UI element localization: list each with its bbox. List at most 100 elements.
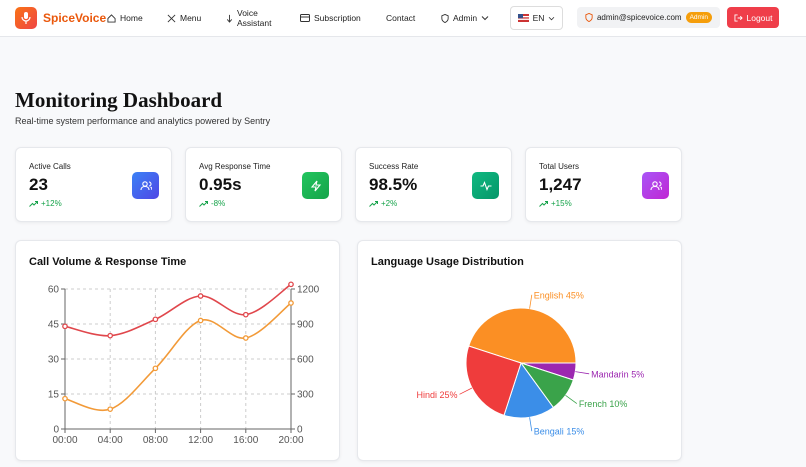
series-line <box>64 302 292 412</box>
x-tick-label: 20:00 <box>278 435 303 446</box>
data-point <box>242 335 249 341</box>
chart-title: Language Usage Distribution <box>371 256 524 268</box>
stat-value: 1,247 <box>539 175 582 194</box>
page-subtitle: Real-time system performance and analyti… <box>15 116 271 126</box>
series-line <box>64 283 292 337</box>
x-tick-label: 00:00 <box>52 435 77 446</box>
pie-slice <box>503 361 555 419</box>
nav-link-text: Admin <box>453 13 478 23</box>
icon <box>480 180 491 191</box>
language-text: EN <box>532 13 545 23</box>
pie-label-value: 10% <box>609 399 627 409</box>
pie-chart-card: Language Usage Distribution English 45% M… <box>357 240 682 461</box>
stat-value: 23 <box>29 175 48 194</box>
stat-change-text: +15% <box>551 199 572 208</box>
nav-link[interactable]: Subscription <box>300 13 361 23</box>
leader-line <box>565 395 578 404</box>
data-point <box>62 395 68 402</box>
data-point <box>288 300 294 306</box>
y2-tick-label: 0 <box>297 425 303 436</box>
data-point <box>62 323 68 330</box>
pie-label-category: English <box>534 290 564 300</box>
stat-change: -8% <box>199 199 225 208</box>
leader-line <box>529 294 533 309</box>
data-point <box>242 311 249 318</box>
stat-label: Success Rate <box>369 162 419 171</box>
pie-label-value: 25% <box>440 390 458 400</box>
y-tick-label: 45 <box>48 320 60 331</box>
pie-label: Mandarin 5% <box>591 369 644 379</box>
data-point <box>107 332 114 339</box>
data-point <box>288 281 294 288</box>
y-tick-label: 30 <box>48 355 60 366</box>
trend-icon <box>369 200 378 207</box>
chart-title: Call Volume & Response Time <box>29 256 187 268</box>
stat-label: Total Users <box>539 162 580 171</box>
nav-link-text: Contact <box>386 13 416 23</box>
axis <box>64 289 292 430</box>
stat-icon <box>642 172 669 199</box>
y-tick-label: 60 <box>48 285 60 296</box>
pie-label-category: Bengali <box>534 427 564 437</box>
stat-label: Active Calls <box>29 162 71 171</box>
nav-link[interactable]: Contact <box>386 13 415 23</box>
pie-chart: English 45% Mandarin 5% French 10% Bengali … <box>416 290 644 437</box>
stat-change: +12% <box>29 199 62 208</box>
nav-link-text: Subscription <box>314 13 361 23</box>
y2-tick-label: 1200 <box>297 285 320 296</box>
icon <box>139 180 152 190</box>
x-tick-label: 16:00 <box>233 435 258 446</box>
trend-icon <box>29 200 38 207</box>
stat-change: +2% <box>369 199 397 208</box>
user-email: admin@spicevoice.com <box>596 13 682 22</box>
data-point <box>197 293 204 299</box>
nav-link[interactable]: Home <box>107 13 143 23</box>
icon <box>649 180 662 190</box>
stat-change: +15% <box>539 199 572 208</box>
pie-slice <box>468 307 577 364</box>
pie-label-value: 45% <box>566 290 584 300</box>
pie-label-category: French <box>579 399 607 409</box>
page-title: Monitoring Dashboard <box>15 88 223 112</box>
stat-card: Avg Response Time 0.95s -8% <box>185 147 342 222</box>
navbar: SpiceVoice Home Menu Voice Assistant Sub… <box>0 0 806 37</box>
user-info: admin@spicevoice.com Admin <box>577 7 720 28</box>
logo-icon[interactable] <box>15 7 37 29</box>
icon <box>310 180 321 191</box>
x-tick-label: 08:00 <box>143 435 168 446</box>
stat-icon <box>302 172 329 199</box>
data-point <box>152 365 159 372</box>
nav-link[interactable]: Menu <box>167 13 201 23</box>
stat-icon <box>132 172 159 199</box>
stat-change-text: -8% <box>211 199 226 208</box>
pie-label-value: 5% <box>631 369 644 379</box>
pie-label: English 45% <box>534 290 584 300</box>
mic-icon <box>21 12 31 24</box>
nav-dropdown[interactable]: Admin <box>441 13 489 23</box>
nav-link[interactable]: Voice Assistant <box>226 8 277 28</box>
logout-button[interactable]: Logout <box>727 7 779 28</box>
pie-slice <box>465 345 522 416</box>
trend-icon <box>199 200 208 207</box>
stat-icon <box>472 172 499 199</box>
stat-card: Active Calls 23 +12% <box>15 147 172 222</box>
x-tick-label: 12:00 <box>188 435 213 446</box>
y-tick-label: 0 <box>53 425 59 436</box>
pie-label-category: Mandarin <box>591 369 629 379</box>
language-select[interactable]: EN <box>510 6 563 30</box>
data-point <box>197 317 204 324</box>
y2-tick-label: 300 <box>297 390 314 401</box>
stat-label: Avg Response Time <box>199 162 271 171</box>
nav-link-text: Menu <box>180 13 202 23</box>
pie-label-value: 15% <box>566 427 584 437</box>
role-badge: Admin <box>685 12 713 23</box>
y2-tick-label: 900 <box>297 320 314 331</box>
brand[interactable]: SpiceVoice <box>43 11 107 25</box>
nav-link-text: Home <box>120 13 143 23</box>
stat-card: Total Users 1,247 +15% <box>525 147 682 222</box>
pie-label-category: Hindi <box>416 390 437 400</box>
logout-text: Logout <box>746 12 773 23</box>
pie-label: French 10% <box>579 399 628 409</box>
